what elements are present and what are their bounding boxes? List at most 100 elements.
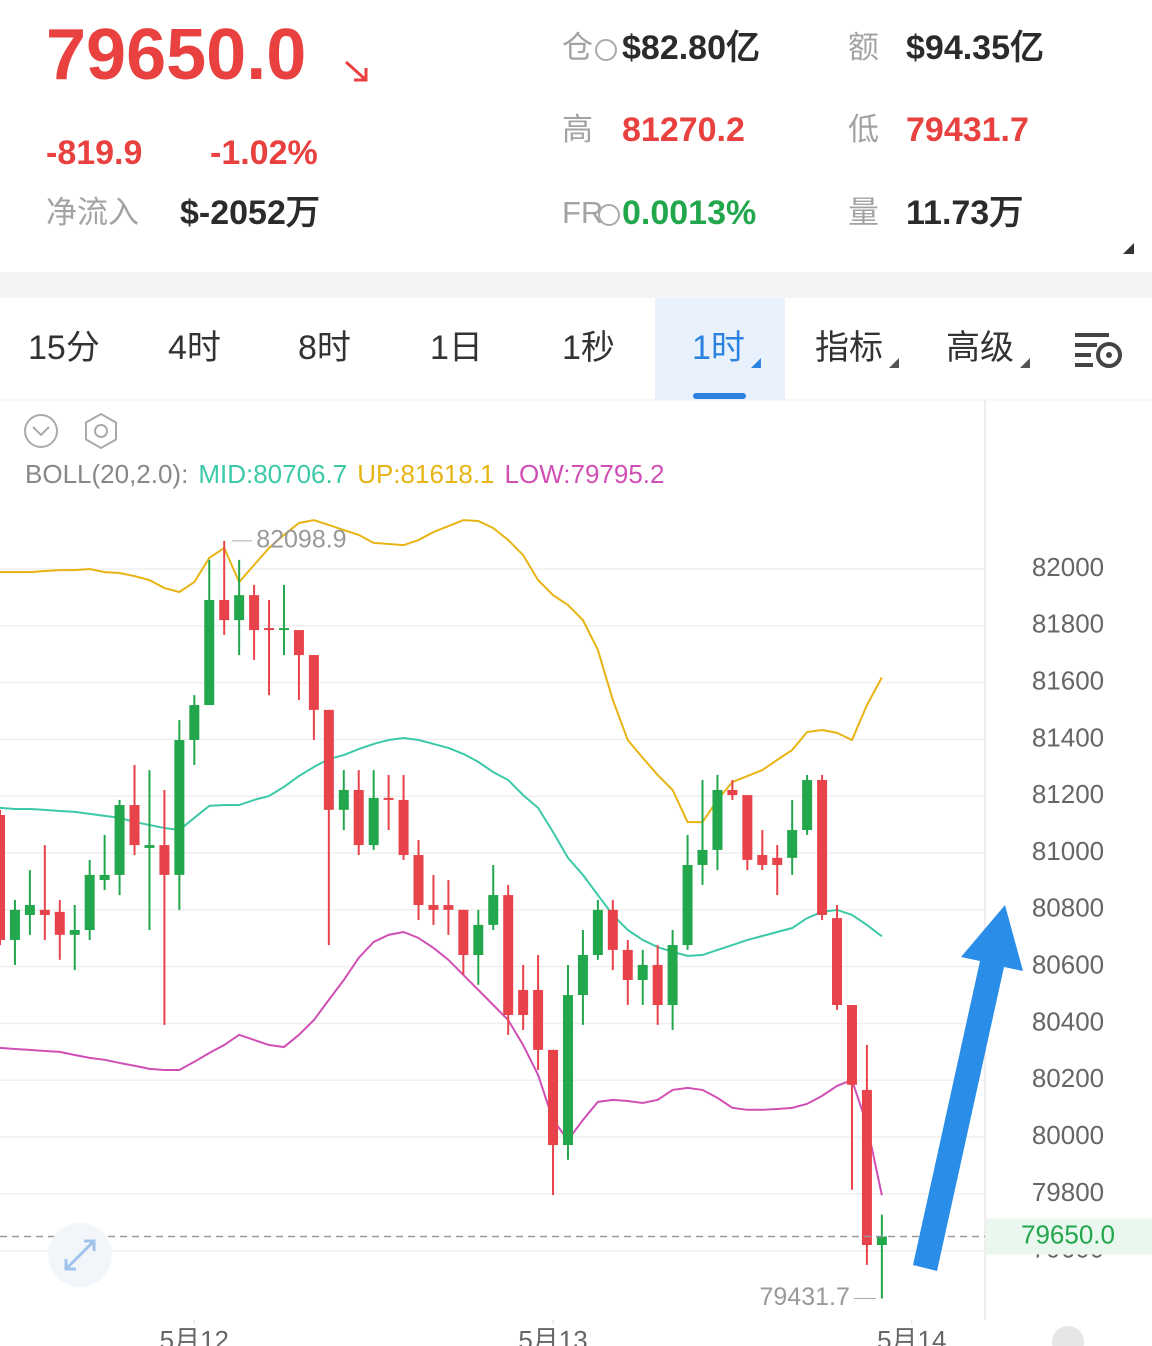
candle-body (473, 924, 484, 956)
candle-body (488, 895, 499, 925)
candle-body (84, 874, 95, 931)
candle-body (727, 789, 738, 796)
candle-body (533, 989, 544, 1050)
price-change: -819.9 (46, 134, 142, 172)
candle-body (458, 909, 469, 956)
plot-area (0, 519, 985, 1299)
candle-body (428, 905, 439, 910)
stat-value: 81270.2 (622, 111, 745, 149)
stat-label: 低 (848, 112, 879, 147)
info-icon[interactable] (598, 204, 620, 226)
indicator-legend: BOLL(20,2.0): MID:80706.7 UP:81618.1 LOW:79… (25, 459, 664, 489)
candle-body (742, 795, 753, 860)
candle-body (69, 930, 80, 935)
candle-body (607, 909, 618, 950)
tab[interactable]: 1时 (692, 329, 745, 367)
stat-value: 79431.7 (906, 111, 1029, 149)
y-tick-label: 80400 (1032, 1006, 1104, 1036)
candle-body (503, 895, 514, 1015)
fullscreen-icon (64, 1239, 96, 1271)
last-price-label: 79650.0 (1021, 1219, 1115, 1249)
candle-body (114, 805, 125, 875)
candle-body (577, 955, 588, 996)
candle-body (846, 1005, 857, 1085)
active-tab-bg (655, 298, 785, 400)
candle-body (787, 830, 798, 858)
stat-value: 11.73万 (906, 194, 1023, 232)
stat-value: $94.35亿 (906, 29, 1044, 67)
net-inflow: $-2052万 (180, 194, 320, 232)
tab[interactable]: 15分 (28, 329, 100, 367)
annotation-arrow (913, 905, 1023, 1271)
y-tick-label: 81400 (1032, 722, 1104, 752)
min-label: 79431.7 (759, 1283, 849, 1311)
settings-hex-dot (94, 424, 108, 438)
y-tick-label: 81200 (1032, 779, 1104, 809)
candle-body (757, 855, 768, 865)
y-tick-label: 82000 (1032, 552, 1104, 582)
candle-body (383, 797, 394, 800)
candle-body (174, 739, 185, 875)
candle-body (9, 909, 20, 940)
candle-body (353, 789, 364, 846)
y-tick-label: 80600 (1032, 950, 1104, 980)
stat-label: 量 (848, 195, 879, 230)
candle-body (832, 918, 843, 1006)
settings-icon[interactable] (1075, 333, 1122, 368)
legend-item: UP:81618.1 (357, 459, 494, 489)
dropdown-marker (889, 358, 899, 368)
candle-body (518, 989, 529, 1015)
expand-corner[interactable] (1123, 243, 1134, 254)
tab[interactable]: 高级 (946, 329, 1014, 367)
candle-body (129, 805, 140, 846)
stat-label: 高 (562, 112, 593, 147)
tab-bar: 15分 4时 8时 1日 1秒 1时 指标 高级 (28, 329, 1030, 368)
y-tick-label: 79800 (1032, 1177, 1104, 1207)
candle-body (24, 905, 35, 915)
x-tick-label: 5月12 (160, 1325, 229, 1346)
last-price: 79650.0 (46, 15, 306, 95)
candle-body (622, 949, 633, 981)
candle-body (667, 945, 678, 1006)
candle-body (413, 855, 424, 906)
candle-body (562, 995, 573, 1146)
x-tick-label: 5月13 (518, 1325, 587, 1346)
collapse-chevron (32, 426, 50, 437)
stat-label: 仓 (562, 30, 593, 65)
candle-body (278, 628, 289, 631)
candle-body (189, 705, 200, 740)
max-label: 82098.9 (256, 526, 346, 554)
candle-body (264, 628, 275, 631)
stat-value: $82.80亿 (622, 29, 760, 67)
x-tick-label: 5月14 (877, 1325, 946, 1346)
price-change-pct: -1.02% (210, 134, 318, 172)
y-tick-label: 80000 (1032, 1120, 1104, 1150)
candle-body (802, 780, 813, 831)
candle-body (592, 909, 603, 956)
dropdown-marker (750, 358, 761, 368)
y-tick-label: 80800 (1032, 893, 1104, 923)
settings-hex-icon[interactable] (85, 412, 117, 450)
stat-label: 额 (848, 30, 879, 65)
stat-value: 0.0013% (622, 194, 756, 232)
tab[interactable]: 4时 (168, 329, 221, 367)
dropdown-marker (1020, 358, 1030, 368)
collapse-icon[interactable] (24, 414, 58, 448)
candle-body (398, 799, 409, 856)
candle-body (159, 845, 170, 875)
legend-item: MID:80706.7 (198, 459, 347, 489)
tab[interactable]: 8时 (298, 329, 351, 367)
candle-body (144, 845, 155, 848)
y-tick-label: 81800 (1032, 609, 1104, 639)
net-inflow-label: 净流入 (46, 195, 139, 230)
tab[interactable]: 1秒 (562, 329, 615, 367)
tab[interactable]: 指标 (815, 329, 883, 367)
candle-body (712, 789, 723, 850)
last-price-tag (986, 1218, 1152, 1255)
plot: 7960079800800008020080400806008080081000… (0, 519, 1152, 1346)
info-icon[interactable] (595, 39, 617, 61)
candle-body (697, 849, 708, 865)
kline-icon[interactable] (1052, 1326, 1084, 1346)
tab[interactable]: 1日 (430, 329, 483, 367)
indicator-name: BOLL(20,2.0): (25, 459, 188, 489)
